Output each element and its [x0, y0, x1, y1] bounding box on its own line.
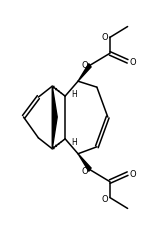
- Polygon shape: [78, 154, 91, 172]
- Text: O: O: [102, 33, 108, 42]
- Text: O: O: [82, 166, 88, 176]
- Text: O: O: [129, 57, 136, 67]
- Text: O: O: [102, 194, 108, 203]
- Text: O: O: [129, 169, 136, 178]
- Polygon shape: [52, 87, 57, 149]
- Text: O: O: [82, 60, 88, 69]
- Text: H: H: [72, 90, 77, 99]
- Polygon shape: [78, 64, 91, 82]
- Text: H: H: [72, 137, 77, 146]
